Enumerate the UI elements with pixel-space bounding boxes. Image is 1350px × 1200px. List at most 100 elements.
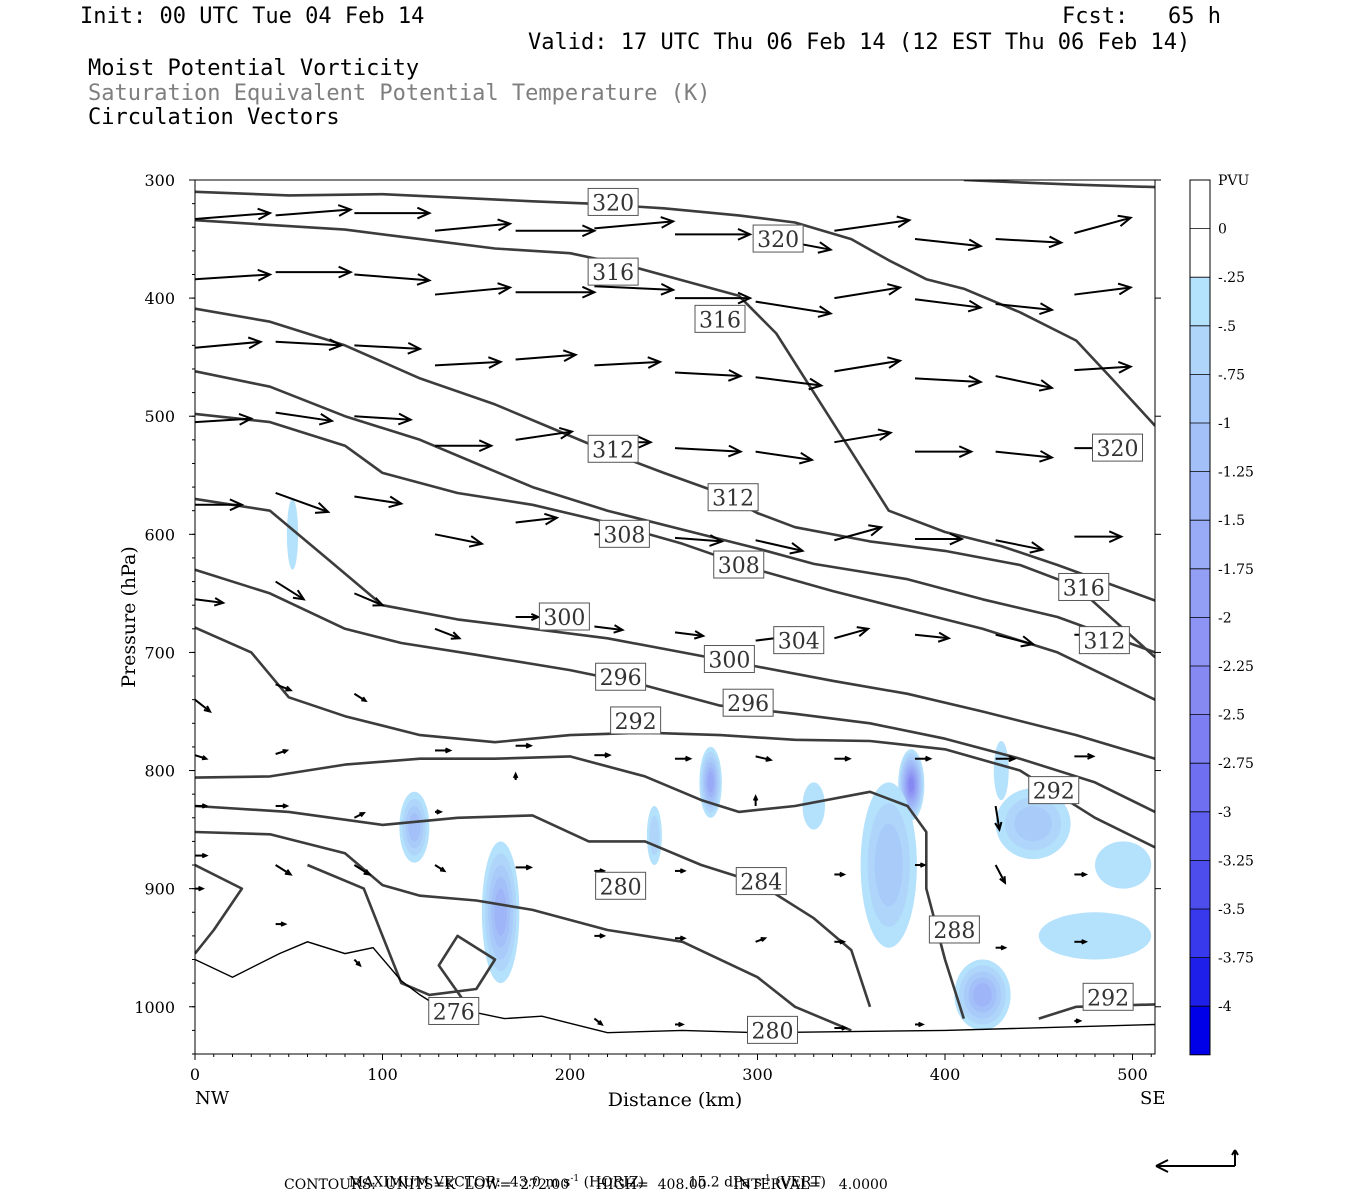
vector-head <box>1038 379 1055 392</box>
colorbar-label: -.25 <box>1218 270 1245 286</box>
vector-head <box>967 299 984 313</box>
contour-label-box <box>595 871 647 900</box>
y-axis-label: Pressure (hPa) <box>118 546 140 688</box>
contour-label-1: 320 <box>752 224 804 253</box>
vector-shaft <box>515 430 573 441</box>
field-title-mpv: Moist Potential Vorticity <box>88 56 420 81</box>
contour-276 <box>306 863 497 1020</box>
contour-label-box <box>587 257 639 286</box>
vector-shaft <box>515 516 557 524</box>
contour-304 <box>195 412 1155 701</box>
colorbar-swatch <box>1190 909 1210 958</box>
contour-320 <box>195 190 1155 427</box>
vector-92 <box>353 864 372 876</box>
cross-section-chart: 320 320 316 316 312 320 312 308 308 316 300 312 304 3… <box>118 171 1254 1111</box>
vector-107 <box>755 936 768 943</box>
contour-label-box <box>610 706 662 735</box>
vector-shaft <box>275 683 291 692</box>
vector-head <box>765 756 773 762</box>
vector-head <box>282 803 290 809</box>
mpv-shading <box>286 498 1152 1031</box>
y-tick-label: 900 <box>144 880 175 899</box>
vector-head <box>525 864 534 871</box>
contour-label-box <box>752 224 804 253</box>
vector-head <box>679 868 687 874</box>
vector-93 <box>434 864 447 873</box>
vector-29 <box>594 356 663 369</box>
mpv-blob-0 <box>286 498 299 570</box>
vector-94 <box>515 864 534 871</box>
colorbar-swatch <box>1190 666 1210 715</box>
contour-label-text: 280 <box>752 1019 794 1044</box>
vector-shaft <box>995 303 1052 311</box>
vector-3 <box>434 218 513 232</box>
vector-head <box>937 631 952 643</box>
x-axis-label: Distance (km) <box>608 1089 743 1111</box>
vector-91 <box>275 864 293 876</box>
vector-45 <box>915 445 974 458</box>
vector-15 <box>434 282 513 296</box>
vector-shaft <box>834 627 869 640</box>
vector-shaft <box>674 447 741 453</box>
contour-label-text: 308 <box>603 523 645 548</box>
contour-label-17: 292 <box>1028 776 1080 805</box>
contour-label-text: 296 <box>727 692 769 717</box>
contour-label-text: 292 <box>1087 986 1129 1011</box>
forecast-hour: Fcst: 65 h <box>1062 4 1221 29</box>
vector-78 <box>675 755 693 762</box>
vector-5 <box>594 216 676 230</box>
vector-18 <box>675 291 753 305</box>
contour-label-box <box>703 645 755 674</box>
vector-head <box>817 241 834 254</box>
x-end-label-right: SE <box>1140 1088 1165 1109</box>
vector-head <box>967 375 984 388</box>
vector-head <box>257 268 273 282</box>
vector-head <box>388 495 404 509</box>
contour-label-text: 312 <box>1083 630 1125 655</box>
vector-head <box>647 356 663 369</box>
vector-shaft <box>195 598 224 604</box>
vector-117 <box>752 794 759 806</box>
vector-110 <box>1074 939 1089 945</box>
max-vector-line: MAXIMUM VECTOR: 43.0 m s-1 (HORIZ) 15.2 … <box>340 1158 826 1191</box>
vector-36 <box>195 413 254 426</box>
vector-head <box>359 811 366 818</box>
vector-103 <box>275 921 288 927</box>
vector-10 <box>995 235 1064 249</box>
reference-vector-icon <box>1155 1149 1239 1173</box>
contour-label-3: 316 <box>694 304 746 333</box>
contour-label-box <box>1092 433 1143 462</box>
vector-head <box>581 224 597 238</box>
vector-head <box>1000 944 1008 951</box>
contour-label-text: 316 <box>699 308 741 333</box>
colorbar-label: -2.75 <box>1218 756 1254 772</box>
contour-label-text: 304 <box>778 630 820 655</box>
vector-16 <box>515 285 597 299</box>
vector-26 <box>354 341 423 355</box>
vector-44 <box>834 428 894 444</box>
contour-label-5: 320 <box>1092 433 1143 462</box>
vector-head <box>201 755 209 761</box>
colorbar-label: -1.25 <box>1218 465 1254 481</box>
vector-head <box>1117 361 1134 374</box>
vector-shaft <box>195 417 252 424</box>
contour-label-box <box>1082 982 1134 1011</box>
vector-shaft <box>353 592 383 607</box>
mpv-blob-7 <box>1014 805 1052 842</box>
contour-label-15: 296 <box>722 688 774 717</box>
contour-label-8: 308 <box>713 550 765 579</box>
vector-111 <box>593 1017 604 1026</box>
y-tick-label: 1000 <box>134 998 175 1017</box>
vector-2 <box>354 206 432 220</box>
vector-105 <box>594 933 607 939</box>
contour-label-box <box>735 867 787 896</box>
vector-38 <box>354 412 414 426</box>
vector-head <box>1048 235 1064 249</box>
vector-head <box>512 771 519 779</box>
vector-head <box>918 1021 925 1028</box>
vector-shaft <box>1074 286 1131 296</box>
contour-label-box <box>587 187 639 216</box>
colorbar-swatch <box>1190 617 1210 666</box>
colorbar-label: -1 <box>1218 416 1232 432</box>
vector-head <box>737 291 753 305</box>
